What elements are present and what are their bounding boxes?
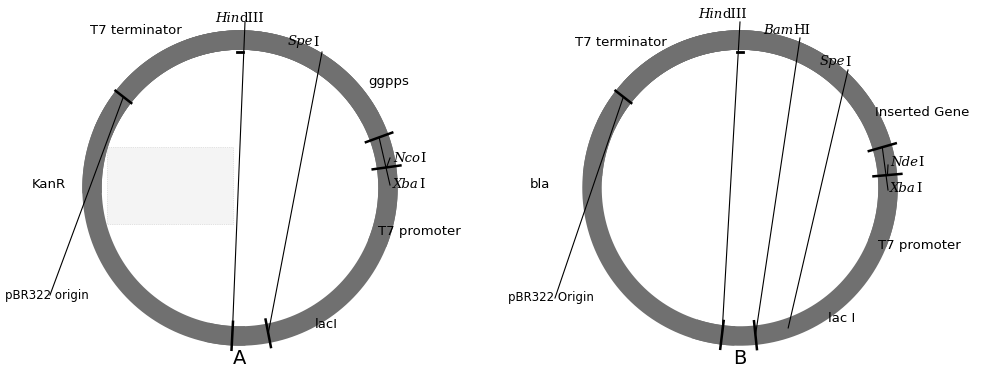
Text: T7 promoter: T7 promoter xyxy=(378,225,461,238)
Text: Nco: Nco xyxy=(393,152,420,165)
Text: I: I xyxy=(918,155,923,169)
Text: Hin: Hin xyxy=(215,11,239,24)
Text: dIII: dIII xyxy=(722,8,747,21)
Text: pBR322 Origin: pBR322 Origin xyxy=(508,292,594,304)
Text: Inserted Gene: Inserted Gene xyxy=(875,106,969,118)
Text: I: I xyxy=(420,152,425,165)
Text: HI: HI xyxy=(793,24,810,37)
Text: lac I: lac I xyxy=(828,311,855,324)
Text: Bam: Bam xyxy=(763,24,793,37)
Text: pBR322 origin: pBR322 origin xyxy=(5,289,89,301)
Text: I: I xyxy=(846,55,851,69)
Bar xyxy=(107,146,233,224)
Text: B: B xyxy=(733,348,747,368)
Text: Nde: Nde xyxy=(890,155,918,169)
Text: ggpps: ggpps xyxy=(368,76,409,89)
Text: Xba: Xba xyxy=(393,179,419,192)
Text: bla: bla xyxy=(530,179,550,192)
Text: Spe: Spe xyxy=(288,35,314,48)
Text: dIII: dIII xyxy=(239,11,264,24)
Text: Spe: Spe xyxy=(820,55,846,69)
Text: Hin: Hin xyxy=(698,8,722,21)
Text: I: I xyxy=(419,179,424,192)
Text: Xba: Xba xyxy=(890,182,916,194)
Text: I: I xyxy=(314,35,319,48)
Text: T7 terminator: T7 terminator xyxy=(575,35,667,48)
Text: KanR: KanR xyxy=(32,179,66,192)
Text: T7 terminator: T7 terminator xyxy=(90,24,182,37)
Text: T7 promoter: T7 promoter xyxy=(878,238,961,252)
Text: A: A xyxy=(233,348,247,368)
Text: lacI: lacI xyxy=(315,318,338,331)
Text: I: I xyxy=(916,182,921,194)
